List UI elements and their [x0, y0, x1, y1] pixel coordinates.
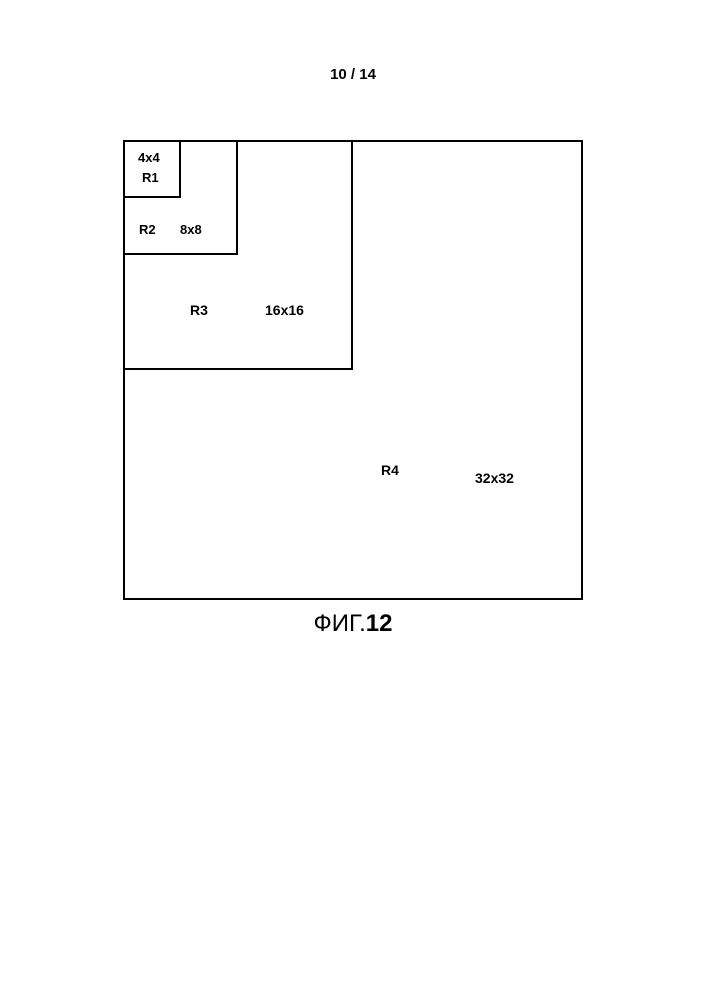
r2-size: 8x8 [180, 222, 202, 237]
r1-size: 4x4 [138, 150, 160, 165]
r3-size: 16x16 [265, 302, 304, 318]
r4-name: R4 [381, 462, 399, 478]
block-r1: 4x4 R1 [123, 140, 181, 198]
nested-blocks-diagram: R4 32x32 R3 16x16 R2 8x8 4x4 R1 [123, 140, 583, 600]
caption-number: 12 [366, 610, 393, 637]
r1-name: R1 [142, 170, 159, 185]
figure-caption: ФИГ.12 [0, 610, 706, 638]
r4-size: 32x32 [475, 470, 514, 486]
page-number: 10 / 14 [0, 66, 706, 83]
r2-name: R2 [139, 222, 156, 237]
r3-name: R3 [190, 302, 208, 318]
caption-prefix: ФИГ. [314, 610, 366, 637]
